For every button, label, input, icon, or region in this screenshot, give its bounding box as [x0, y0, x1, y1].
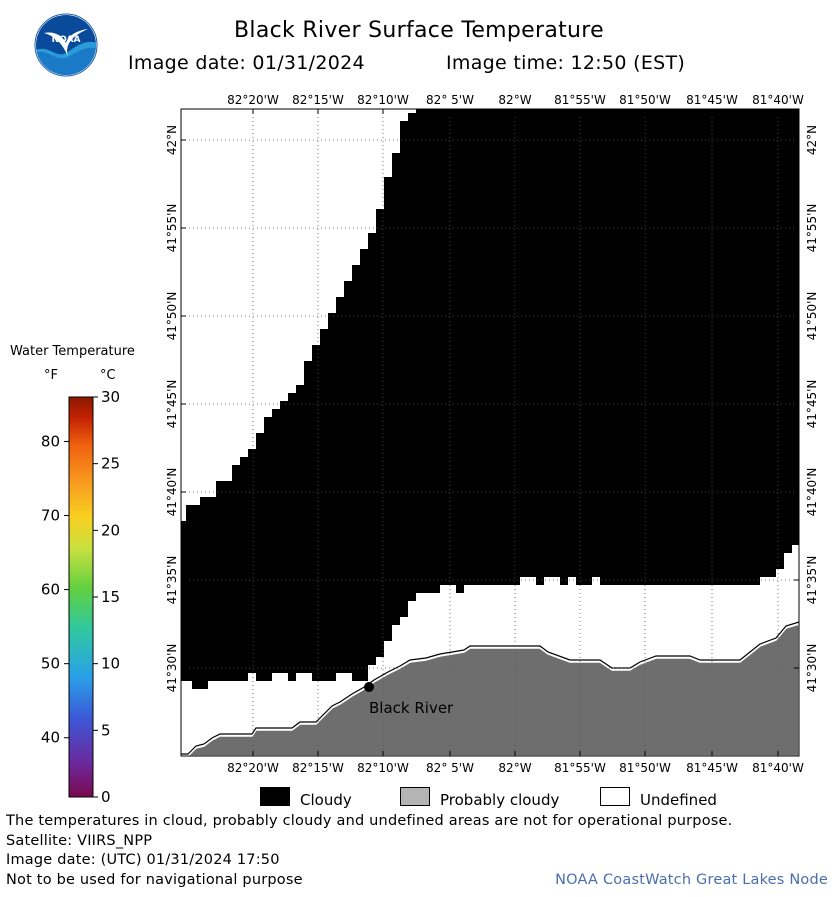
lon-label-top: 81°40'W [752, 93, 804, 107]
c-tick-label: 5 [101, 721, 111, 739]
lat-label-left: 42°N [165, 125, 179, 155]
lon-labels-top: 82°20'W 82°15'W 82°10'W 82° 5'W 82°W 81°55'W 8… [227, 93, 804, 107]
lat-labels-right: 42°N 41°55'N 41°50'N 41°45'N 41°40'N 41°35'N 4… [805, 125, 819, 693]
lon-label-top: 82°W [498, 93, 531, 107]
noaa-logo-text: NOAA [52, 35, 81, 45]
legend-swatch-undefined [600, 787, 630, 806]
lat-label-right: 41°50'N [805, 292, 819, 341]
noaa-logo: NOAA [34, 13, 98, 77]
f-tick-label: 40 [41, 729, 60, 747]
lon-labels-bottom: 82°20'W 82°15'W 82°10'W 82° 5'W 82°W 81°55'W 8… [227, 761, 804, 775]
graticule [181, 109, 799, 756]
colorbar-title: Water Temperature [10, 344, 135, 359]
lat-label-left: 41°30'N [165, 644, 179, 693]
lat-label-right: 41°55'N [805, 204, 819, 253]
lat-label-left: 41°40'N [165, 468, 179, 517]
colorbar-ticks-c: 30 25 20 15 10 5 0 [93, 388, 120, 806]
legend-swatch-probably-cloudy [400, 787, 430, 806]
station-label: Black River [369, 699, 454, 717]
legend-label-cloudy: Cloudy [300, 791, 352, 809]
disclaimer-text: The temperatures in cloud, probably clou… [6, 813, 733, 829]
cloud-region [181, 109, 799, 689]
lon-label-top: 81°45'W [686, 93, 738, 107]
page-title: Black River Surface Temperature [234, 18, 604, 43]
credit-link[interactable]: NOAA CoastWatch Great Lakes Node [555, 872, 828, 888]
f-tick-label: 50 [41, 655, 60, 673]
noaa-logo-icon: NOAA [34, 13, 98, 77]
colorbar-unit-f: °F [44, 368, 58, 383]
f-tick-label: 60 [41, 581, 60, 599]
lat-label-right: 41°35'N [805, 556, 819, 605]
f-tick-label: 70 [41, 507, 60, 525]
lon-label-bottom: 82°W [498, 761, 531, 775]
utc-date-text: Image date: (UTC) 01/31/2024 17:50 [6, 852, 280, 868]
colorbar-scale [68, 396, 94, 798]
c-tick-label: 20 [101, 521, 120, 539]
lat-labels-left: 42°N 41°55'N 41°50'N 41°45'N 41°40'N 41°35'N 4… [165, 125, 179, 693]
lon-label-top: 82°20'W [227, 93, 279, 107]
map-frame [180, 108, 800, 757]
lon-label-top: 81°55'W [554, 93, 606, 107]
legend-swatch-cloudy [260, 787, 290, 806]
lat-label-left: 41°50'N [165, 292, 179, 341]
land-region [181, 622, 800, 757]
c-tick-label: 15 [101, 588, 120, 606]
colorbar-ticks-f: 80 70 60 50 40 [41, 432, 69, 747]
lat-label-left: 41°35'N [165, 556, 179, 605]
c-tick-label: 30 [101, 388, 120, 406]
nav-warning-text: Not to be used for navigational purpose [6, 872, 303, 888]
f-tick-label: 80 [41, 432, 60, 450]
legend-label-undefined: Undefined [640, 791, 717, 809]
satellite-text: Satellite: VIIRS_NPP [6, 833, 153, 849]
lon-label-bottom: 82°10'W [357, 761, 409, 775]
lon-label-bottom: 81°40'W [752, 761, 804, 775]
lon-label-bottom: 82°20'W [227, 761, 279, 775]
lon-label-top: 81°50'W [619, 93, 671, 107]
lon-label-bottom: 82°15'W [292, 761, 344, 775]
c-tick-label: 0 [101, 788, 111, 806]
lon-label-top: 82°10'W [357, 93, 409, 107]
lat-label-right: 41°45'N [805, 380, 819, 429]
image-date: Image date: 01/31/2024 [128, 52, 365, 74]
lon-label-bottom: 81°50'W [619, 761, 671, 775]
lon-label-bottom: 82° 5'W [426, 761, 474, 775]
lon-label-top: 82°15'W [292, 93, 344, 107]
map-ticks [181, 109, 799, 756]
lat-label-right: 41°40'N [805, 468, 819, 517]
c-tick-label: 10 [101, 655, 120, 673]
shoreline [181, 621, 800, 755]
image-time: Image time: 12:50 (EST) [446, 52, 686, 74]
lon-label-bottom: 81°45'W [686, 761, 738, 775]
legend-label-probably-cloudy: Probably cloudy [440, 791, 560, 809]
colorbar-unit-c: °C [100, 368, 116, 383]
lat-label-right: 41°30'N [805, 644, 819, 693]
lat-label-right: 42°N [805, 125, 819, 155]
lat-label-left: 41°55'N [165, 204, 179, 253]
station-marker[interactable] [364, 682, 374, 692]
lon-label-bottom: 81°55'W [554, 761, 606, 775]
lat-label-left: 41°45'N [165, 380, 179, 429]
lon-label-top: 82° 5'W [426, 93, 474, 107]
c-tick-label: 25 [101, 455, 120, 473]
